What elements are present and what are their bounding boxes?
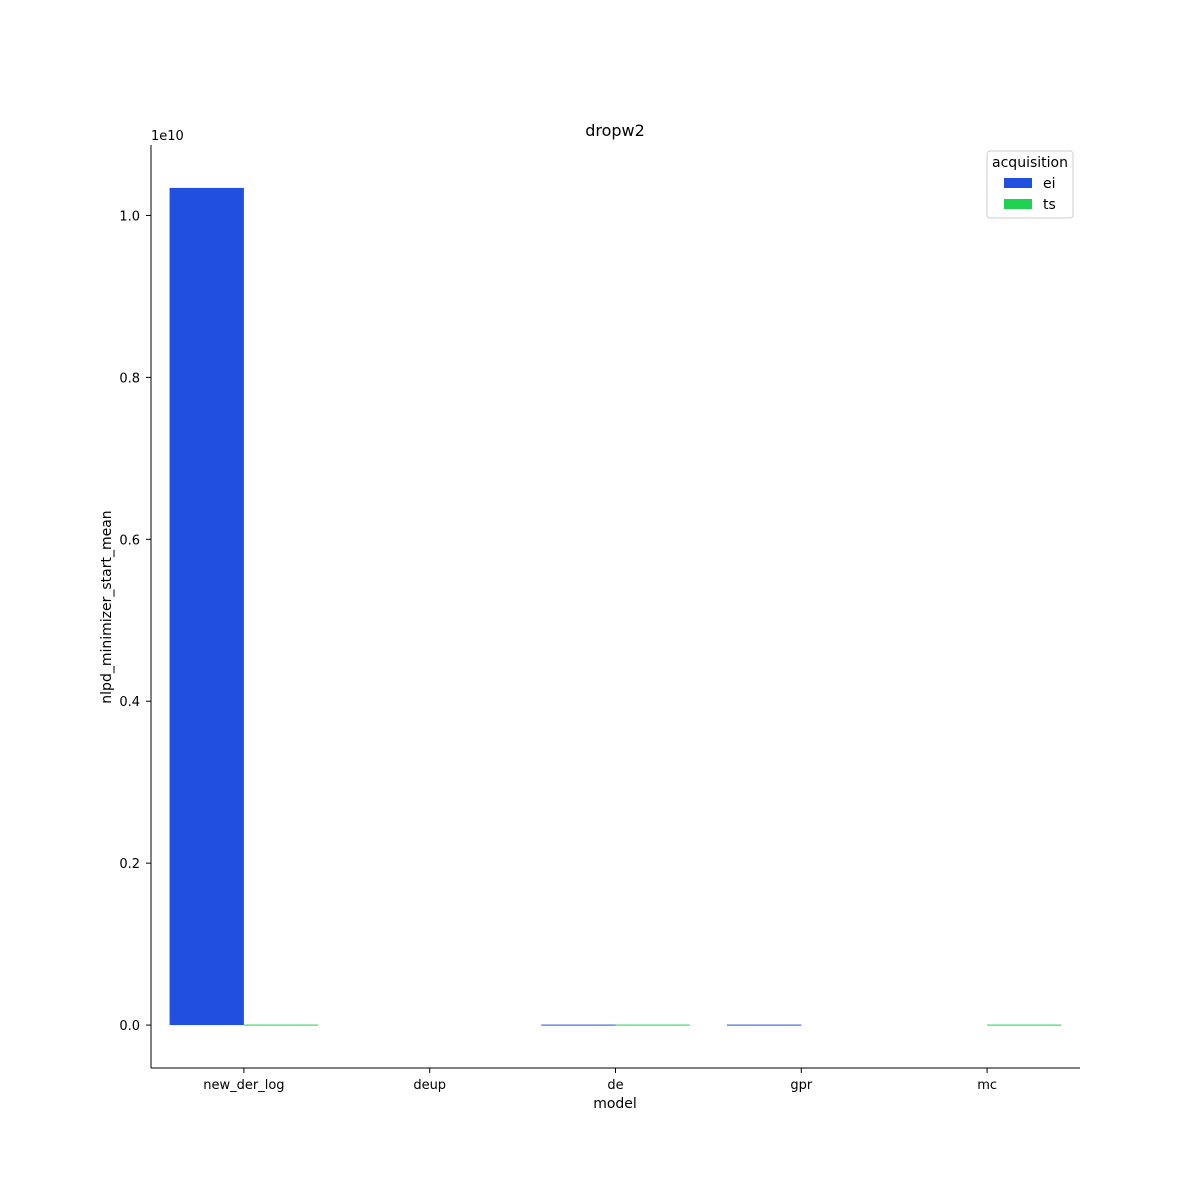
- legend-label-ei: ei: [1043, 176, 1056, 192]
- bar-ts-de: [615, 1024, 690, 1026]
- y-tick-label: 0.2: [119, 857, 140, 872]
- chart-title: dropw2: [585, 121, 645, 140]
- x-tick-label-mc: mc: [977, 1078, 997, 1093]
- bar-ei-gpr: [726, 1024, 802, 1026]
- x-tick-label-gpr: gpr: [790, 1078, 813, 1093]
- y-axis-title: nlpd_minimizer_start_mean: [99, 510, 115, 703]
- bar-ei-de: [541, 1024, 616, 1026]
- bar-ts-new_der_log: [243, 1024, 319, 1026]
- x-tick-label-new_der_log: new_der_log: [203, 1078, 284, 1093]
- legend-swatch-ts: [1004, 199, 1032, 209]
- legend-swatch-ei: [1004, 178, 1032, 188]
- bars-group: [169, 187, 1062, 1026]
- y-tick-label: 0.8: [119, 371, 140, 386]
- legend-label-ts: ts: [1043, 197, 1056, 213]
- legend-items: ei ts: [1004, 176, 1056, 213]
- y-tick-label: 0.6: [119, 533, 140, 548]
- legend-title: acquisition: [992, 155, 1068, 171]
- y-axis-offset-label: 1e10: [151, 129, 184, 144]
- legend: acquisition ei ts: [986, 150, 1074, 219]
- y-tick-label: 0.4: [119, 695, 140, 710]
- y-axis-ticks: 0.0 0.2 0.4 0.6 0.8 1.0: [119, 209, 151, 1034]
- x-tick-label-de: de: [607, 1078, 623, 1093]
- x-tick-label-deup: deup: [413, 1078, 446, 1093]
- x-axis-title: model: [593, 1096, 637, 1112]
- y-tick-label: 0.0: [119, 1019, 140, 1034]
- bar-ei-new_der_log: [169, 187, 244, 1026]
- y-tick-label: 1.0: [119, 209, 140, 224]
- bar-ts-mc: [987, 1024, 1062, 1026]
- x-axis-ticks: new_der_log deup de gpr mc: [203, 1068, 997, 1093]
